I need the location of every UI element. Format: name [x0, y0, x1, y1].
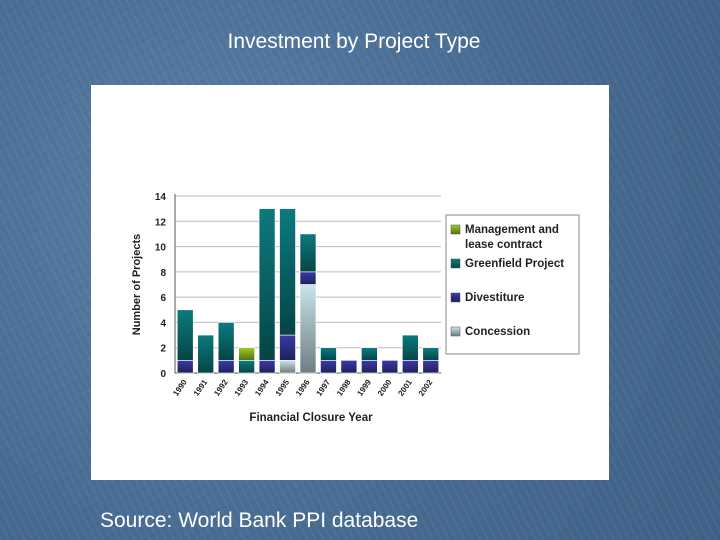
legend-label: Management and: [465, 224, 559, 236]
bar-segment-concession: [299, 284, 317, 374]
bar-segment-greenfield-project: [402, 334, 419, 361]
legend-swatch: [450, 326, 461, 337]
legend-label: lease contract: [465, 239, 543, 251]
bar-segment-divestiture: [381, 360, 399, 374]
bar-segment-divestiture: [258, 360, 276, 374]
legend-box: [445, 214, 580, 355]
y-tick-label: 12: [155, 217, 167, 228]
bar-segment-greenfield-project: [422, 347, 440, 361]
x-tick-label: 1995: [274, 378, 292, 398]
legend-label: Divestiture: [465, 292, 524, 304]
bar-segment-greenfield-project: [197, 334, 214, 374]
bar-segment-divestiture: [217, 360, 235, 374]
legend-swatch: [450, 292, 461, 303]
x-tick-label: 1994: [253, 378, 271, 398]
bar-segment-greenfield-project: [361, 347, 378, 361]
legend-label: Concession: [465, 326, 530, 338]
y-tick-label: 2: [160, 344, 166, 355]
slide-title: Investment by Project Type: [227, 30, 481, 53]
bar-segment-divestiture: [299, 271, 317, 285]
bar-segment-concession: [279, 360, 296, 374]
bar-segment-greenfield-project: [176, 309, 194, 361]
bar-segment-divestiture: [361, 360, 378, 374]
chart-card: 0 2 4 6 8 10 12 14 1990 1991 1992 1993 1994 1995 1996 1…: [91, 85, 609, 480]
bar-segment-greenfield-project: [217, 322, 235, 361]
y-tick-label: 4: [160, 318, 166, 329]
bar-segment-divestiture: [340, 360, 358, 374]
x-tick-label: 2000: [376, 378, 394, 398]
y-axis-label: Number of Projects: [131, 234, 143, 335]
y-tick-label: 8: [160, 268, 166, 279]
bar-segment-greenfield-project: [279, 208, 296, 336]
bar-segment-greenfield-project: [238, 360, 255, 374]
bar-segment-greenfield-project: [320, 347, 337, 361]
x-tick-label: 2001: [396, 378, 414, 398]
legend-swatch: [450, 224, 461, 235]
x-tick-label: 1992: [212, 378, 230, 398]
bar-segment-greenfield-project: [299, 233, 317, 273]
x-tick-label: 1993: [233, 378, 251, 398]
bar-segment-greenfield-project: [258, 208, 276, 361]
legend-label: Greenfield Project: [465, 258, 564, 270]
y-tick-label: 0: [160, 369, 166, 380]
bar-segment-management-and-lease-contract: [238, 347, 255, 361]
x-tick-label: 1999: [355, 378, 373, 398]
bar-segment-divestiture: [279, 334, 296, 361]
x-tick-label: 1996: [294, 378, 312, 398]
x-axis-label: Financial Closure Year: [249, 412, 373, 424]
x-tick-label: 1998: [335, 378, 353, 398]
bar-segment-divestiture: [402, 360, 419, 374]
bar-segment-divestiture: [422, 360, 440, 374]
x-tick-label: 1991: [192, 378, 210, 398]
x-tick-label: 1990: [171, 378, 189, 398]
x-tick-label: 1997: [315, 378, 333, 398]
legend-swatch: [450, 258, 461, 269]
x-tick-label: 2002: [417, 378, 435, 398]
y-tick-label: 10: [155, 243, 167, 254]
y-tick-label: 6: [160, 293, 166, 304]
source-note: Source: World Bank PPI database: [100, 509, 419, 532]
bar-segment-divestiture: [176, 360, 194, 374]
y-tick-label: 14: [155, 192, 167, 203]
bar-segment-divestiture: [320, 360, 337, 374]
